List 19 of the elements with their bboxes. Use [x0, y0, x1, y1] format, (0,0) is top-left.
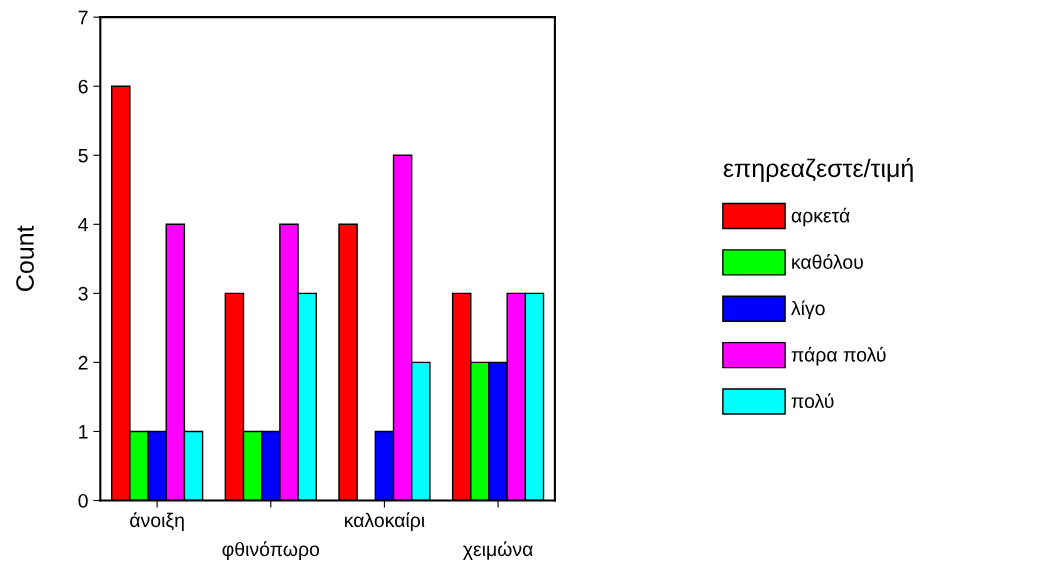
legend-label: καθόλου: [792, 254, 863, 269]
x-tick-label: καλοκαίρι: [345, 512, 425, 531]
y-axis-title: Count: [16, 225, 34, 291]
legend-label: λίγο: [791, 300, 825, 320]
x-tick-label: άνοιξη: [130, 512, 184, 531]
x-tick-label: χειμώνα: [463, 541, 533, 560]
y-tick-label: 6: [78, 79, 88, 94]
legend-label: πάρα πολύ: [791, 346, 886, 366]
y-tick-label: 4: [78, 217, 88, 232]
y-tick-label: 5: [78, 148, 88, 163]
y-tick-label: 1: [79, 425, 88, 439]
y-tick-label: 0: [78, 493, 88, 508]
legend-title: επηρεαζεστε/τιμή: [723, 158, 913, 183]
x-tick-label: φθινόπωρο: [222, 541, 320, 560]
y-tick-label: 3: [78, 286, 88, 301]
y-tick-label: 7: [78, 10, 88, 25]
y-tick-label: 2: [78, 355, 88, 370]
legend-label: αρκετά: [791, 207, 850, 227]
legend-label: πολύ: [791, 393, 834, 409]
